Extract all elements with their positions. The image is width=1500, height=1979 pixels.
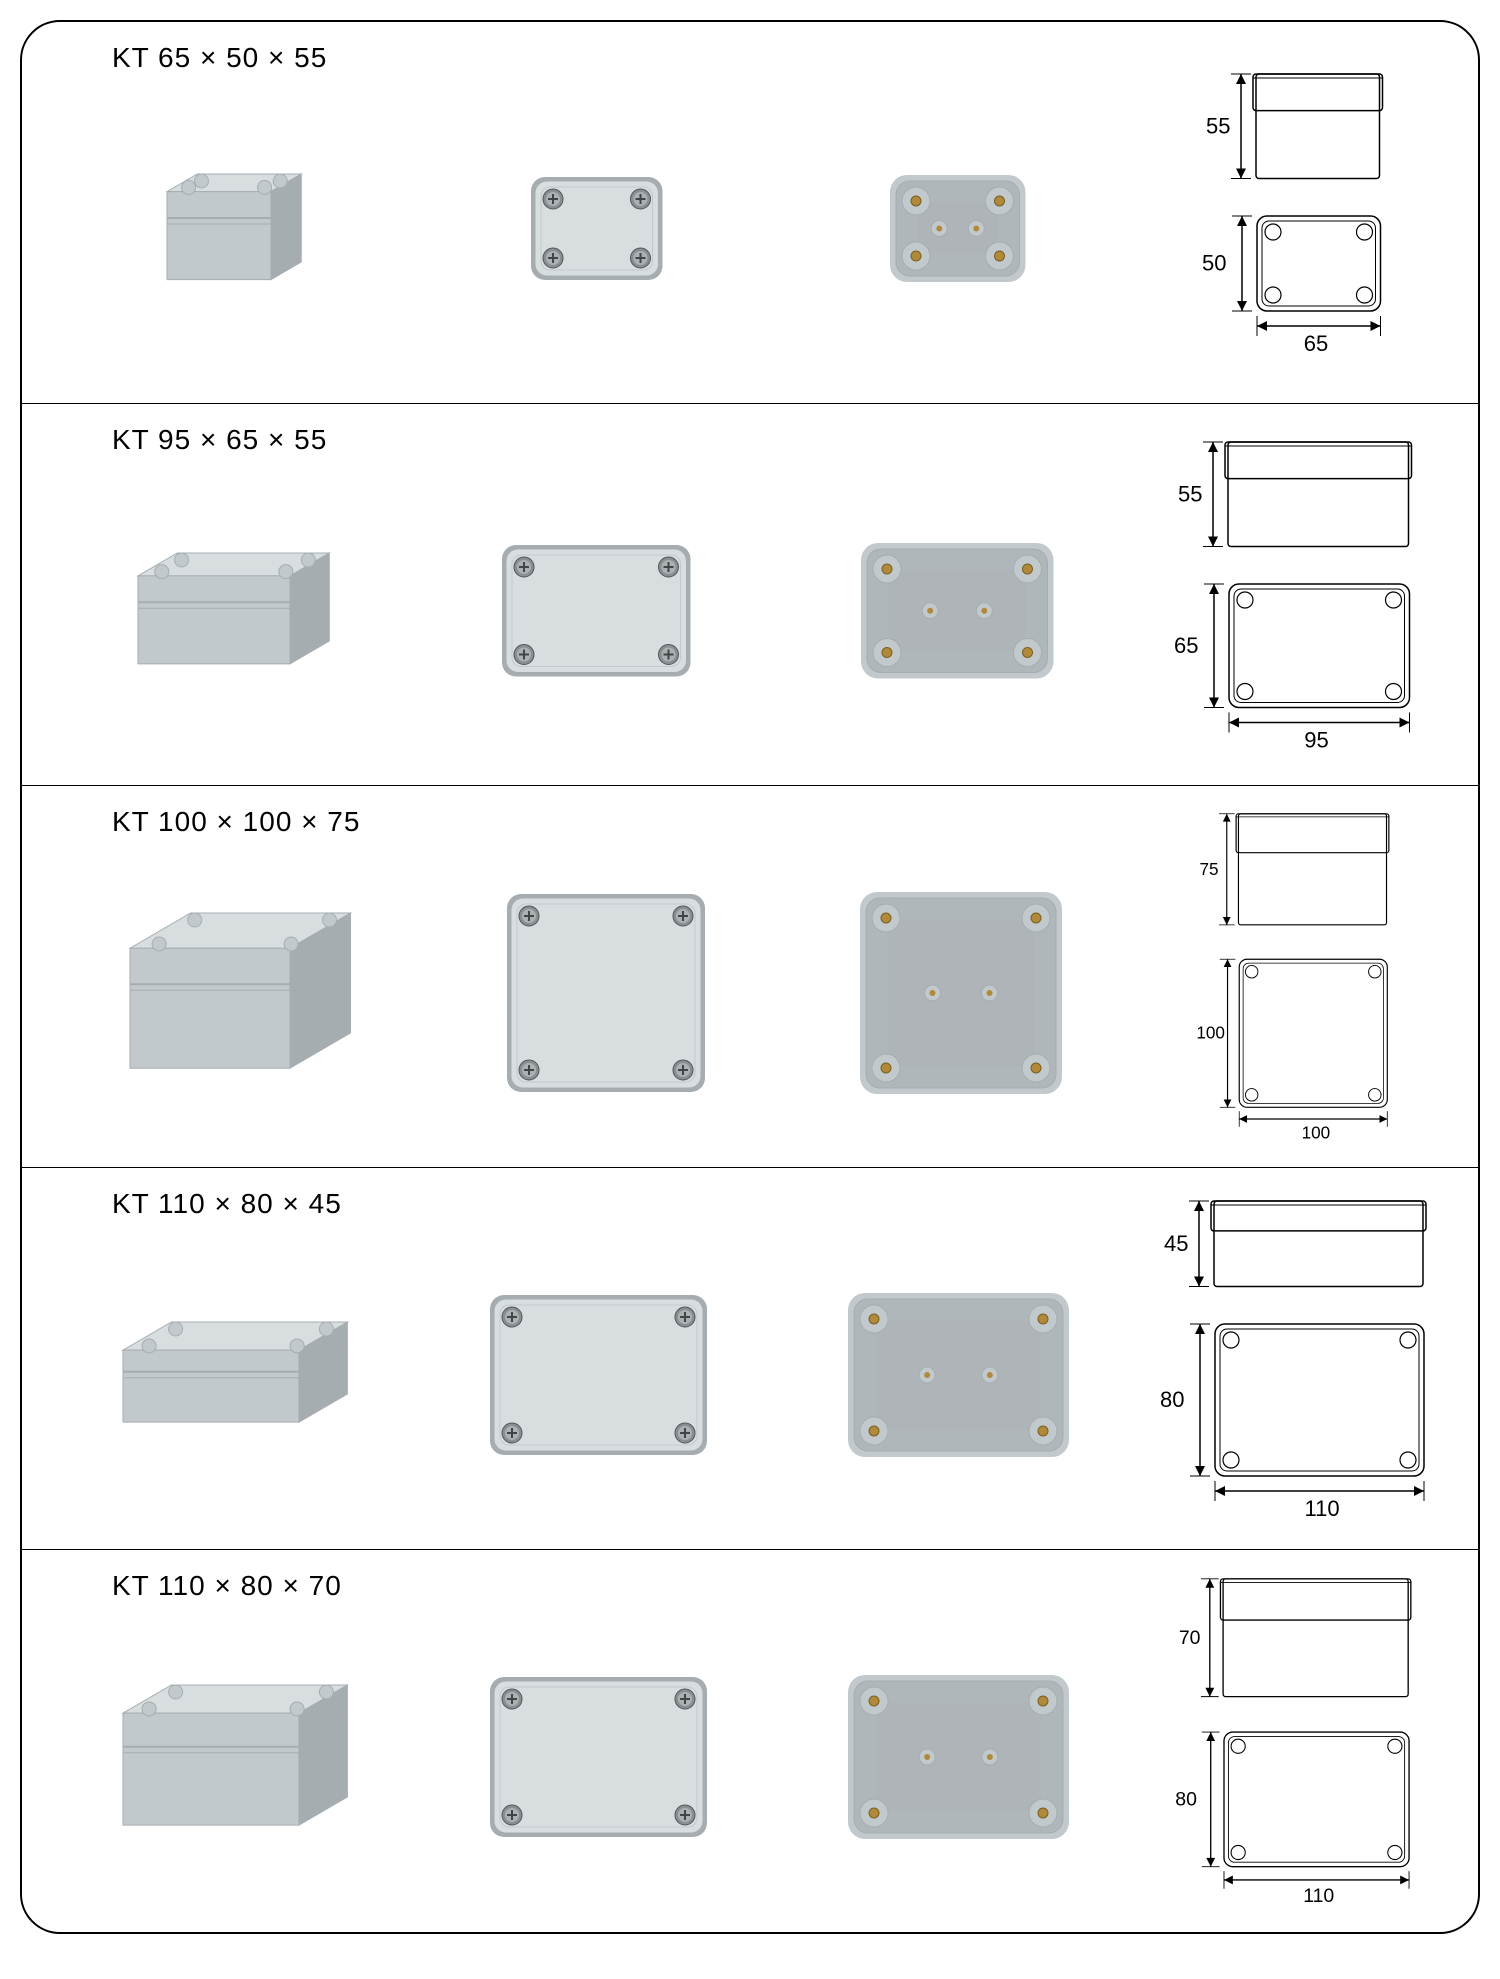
plan-diagram: 100 100 [1164, 953, 1422, 1142]
plan-diagram: 80 110 [1155, 1316, 1432, 1521]
dim-width: 95 [1304, 728, 1328, 753]
view-iso [120, 895, 361, 1095]
screw-icon [543, 248, 563, 268]
iso-view [113, 1304, 357, 1444]
screw-icon [502, 1423, 522, 1443]
view-inside [852, 884, 1070, 1107]
screw-icon [675, 1307, 695, 1327]
dimension-diagrams: 55 50 65 [1138, 42, 1448, 378]
product-views [52, 1230, 1138, 1524]
view-top [497, 884, 715, 1107]
product-label: KT 65 × 50 × 55 [112, 42, 1138, 74]
top-view [480, 1667, 717, 1847]
dim-depth: 80 [1175, 1789, 1197, 1811]
screw-icon [659, 644, 679, 664]
view-iso [157, 156, 311, 307]
side-diagram: 45 [1154, 1191, 1433, 1297]
screw-icon [659, 557, 679, 577]
dim-depth: 100 [1196, 1022, 1225, 1042]
view-inside [853, 535, 1062, 692]
product-views [52, 1612, 1138, 1907]
plan-diagram: 80 110 [1155, 1725, 1432, 1907]
catalog-frame: KT 65 × 50 × 55 [20, 20, 1480, 1934]
dimension-diagrams: 45 80 110 [1138, 1188, 1448, 1524]
inside-view [852, 884, 1070, 1102]
product-views [52, 84, 1138, 378]
plan-diagram: 50 65 [1197, 208, 1389, 356]
dim-height: 70 [1178, 1627, 1200, 1649]
screw-icon [675, 1423, 695, 1443]
top-view [492, 535, 701, 687]
inside-view [853, 535, 1062, 687]
product-views [52, 466, 1138, 760]
dim-depth: 50 [1202, 251, 1226, 276]
view-top [480, 1667, 717, 1852]
dim-height: 55 [1206, 113, 1230, 138]
dim-width: 110 [1304, 1496, 1339, 1521]
product-views [52, 848, 1138, 1142]
screw-icon [502, 1805, 522, 1825]
screw-icon [630, 248, 650, 268]
iso-view [113, 1667, 357, 1847]
dim-height: 45 [1164, 1231, 1188, 1256]
view-top [492, 535, 701, 692]
product-label: KT 110 × 80 × 45 [112, 1188, 1138, 1220]
screw-icon [514, 644, 534, 664]
screw-icon [519, 1060, 539, 1080]
product-row: KT 65 × 50 × 55 [22, 22, 1478, 404]
product-label: KT 95 × 65 × 55 [112, 424, 1138, 456]
view-inside [840, 1285, 1077, 1470]
view-inside [840, 1667, 1077, 1852]
side-diagram: 75 [1163, 806, 1423, 933]
top-view [480, 1285, 717, 1465]
view-iso [113, 1667, 357, 1852]
view-iso [113, 1304, 357, 1449]
view-inside [882, 167, 1034, 295]
view-top [480, 1285, 717, 1470]
view-top [521, 167, 673, 295]
dim-height: 55 [1178, 481, 1202, 506]
product-label: KT 100 × 100 × 75 [112, 806, 1138, 838]
screw-icon [502, 1689, 522, 1709]
product-row: KT 110 × 80 × 45 [22, 1168, 1478, 1550]
side-diagram: 55 [1168, 432, 1419, 557]
side-diagram: 70 [1154, 1570, 1433, 1705]
screw-icon [630, 189, 650, 209]
iso-view [120, 895, 361, 1090]
inside-view [882, 167, 1034, 290]
view-iso [128, 535, 339, 691]
screw-icon [514, 557, 534, 577]
dim-height: 75 [1199, 859, 1218, 879]
screw-icon [673, 906, 693, 926]
dimension-diagrams: 55 65 95 [1138, 424, 1448, 760]
inside-view [840, 1285, 1077, 1465]
top-view [521, 167, 673, 290]
product-row: KT 110 × 80 × 70 [22, 1550, 1478, 1932]
dim-depth: 80 [1160, 1387, 1184, 1412]
inside-view [840, 1667, 1077, 1847]
iso-view [128, 535, 339, 686]
screw-icon [675, 1805, 695, 1825]
screw-icon [673, 1060, 693, 1080]
dim-width: 100 [1302, 1122, 1331, 1142]
product-label: KT 110 × 80 × 70 [112, 1570, 1138, 1602]
screw-icon [543, 189, 563, 209]
dimension-diagrams: 75 100 100 [1138, 806, 1448, 1142]
screw-icon [502, 1307, 522, 1327]
plan-diagram: 65 95 [1169, 576, 1418, 753]
product-row: KT 100 × 100 × 75 [22, 786, 1478, 1168]
screw-icon [519, 906, 539, 926]
dim-depth: 65 [1174, 633, 1198, 658]
dim-width: 110 [1303, 1886, 1334, 1907]
top-view [497, 884, 715, 1102]
product-row: KT 95 × 65 × 55 [22, 404, 1478, 786]
dimension-diagrams: 70 80 110 [1138, 1570, 1448, 1907]
iso-view [157, 156, 311, 302]
side-diagram: 55 [1196, 64, 1390, 189]
dim-width: 65 [1304, 331, 1328, 356]
screw-icon [675, 1689, 695, 1709]
